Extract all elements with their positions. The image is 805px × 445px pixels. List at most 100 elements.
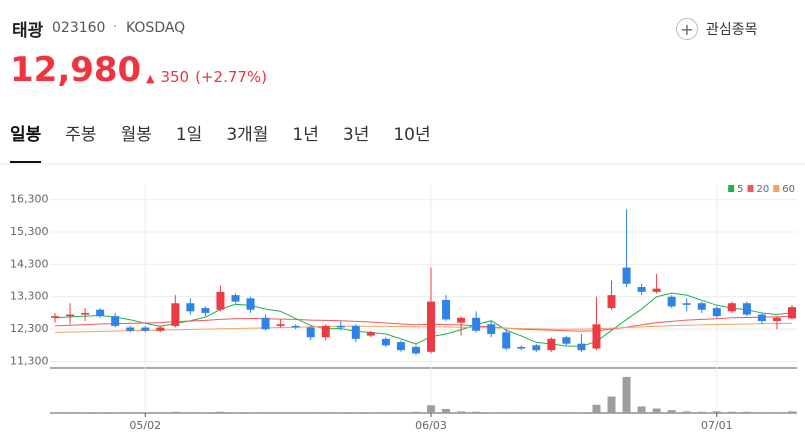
candle-body (96, 309, 105, 317)
volume-bar (652, 408, 661, 413)
change: ▲ 350 (+2.77%) (146, 68, 267, 86)
volume-bar (697, 411, 706, 413)
candle-body (442, 299, 451, 320)
stock-name: 태광 (12, 21, 44, 41)
y-tick-label: 12,300 (10, 322, 49, 335)
candle-body (562, 337, 571, 344)
volume-bar (727, 411, 736, 413)
tabs: 일봉 주봉 월봉 1일 3개월 1년 3년 10년 (10, 120, 455, 163)
volume-bar (562, 412, 571, 413)
market: KOSDAQ (126, 20, 186, 36)
volume-bar (427, 405, 436, 413)
y-tick-label: 11,300 (10, 355, 49, 368)
volume-bar (788, 411, 796, 413)
volume-bar (336, 412, 345, 413)
candle-body (246, 298, 255, 310)
candle-body (51, 316, 59, 318)
candle-body (411, 346, 420, 354)
candle-body (351, 325, 360, 339)
candle-body (381, 338, 390, 346)
volume-bar (276, 412, 285, 413)
candle-body (712, 308, 721, 317)
candle-body (396, 342, 405, 351)
tab[interactable]: 1일 (175, 125, 203, 145)
candle-body (697, 303, 706, 310)
volume-bar (396, 412, 405, 413)
tab[interactable]: 1년 (292, 125, 319, 145)
volume-bar (532, 412, 541, 413)
candle-body (487, 324, 496, 334)
candle-body (607, 295, 616, 309)
candle-body (532, 345, 541, 351)
y-tick-label: 16,300 (10, 193, 49, 206)
legend-swatch (747, 185, 754, 192)
candle-body (667, 296, 676, 307)
price: 12,980 (10, 50, 142, 90)
candle-body (727, 303, 736, 312)
legend-label: 5 (737, 184, 743, 195)
tab[interactable]: 일봉 (10, 120, 42, 163)
candle-body (547, 338, 556, 351)
volume-bar (457, 411, 466, 413)
candle-body (577, 343, 586, 351)
volume-bar (742, 411, 751, 413)
candle-body (321, 325, 330, 338)
candle-body (306, 327, 315, 338)
change-value: 350 (160, 68, 190, 86)
volume-bar (366, 412, 375, 413)
volume-bar (772, 412, 781, 413)
candle-body (276, 324, 285, 326)
volume-bar (231, 412, 240, 413)
volume-bar (261, 412, 270, 413)
candle-body (472, 317, 481, 331)
tab[interactable]: 10년 (393, 125, 431, 145)
tab[interactable]: 월봉 (120, 125, 152, 145)
volume-bar (577, 412, 586, 413)
volume-bar (51, 412, 59, 413)
change-arrow: ▲ (146, 72, 155, 85)
candle-body (261, 317, 270, 330)
volume-bar (517, 412, 526, 413)
candle-body (216, 291, 225, 310)
volume-bar (321, 412, 330, 413)
tab[interactable]: 주봉 (65, 125, 97, 145)
candle-body (502, 332, 511, 349)
legend-swatch (728, 185, 735, 192)
volume-bar (96, 412, 105, 413)
candle-body (231, 295, 240, 302)
volume-bar (622, 376, 631, 413)
candle-body (772, 317, 781, 322)
volume-bar (592, 404, 601, 413)
candle-body (637, 287, 646, 292)
volume-bar (156, 412, 165, 413)
moving-average (54, 322, 793, 333)
volume-bar (411, 411, 420, 413)
legend-label: 20 (757, 184, 770, 195)
candle-body (141, 327, 150, 331)
volume-bar (201, 412, 210, 413)
x-tick-label: 05/02 (129, 419, 161, 432)
candle-body (156, 327, 165, 331)
x-tick-label: 06/03 (415, 419, 447, 432)
volume-bar (757, 412, 766, 413)
candle-body (652, 288, 661, 292)
volume-bar (667, 410, 676, 413)
volume-bar (712, 411, 721, 413)
volume-bar (111, 412, 120, 413)
volume-bar (186, 412, 195, 413)
y-tick-label: 13,300 (10, 290, 49, 303)
volume-bar (66, 412, 75, 413)
watch-button[interactable]: + 관심종목 (676, 15, 758, 43)
volume-bar (351, 412, 360, 413)
separator: · (113, 19, 118, 35)
candle-body (742, 303, 751, 315)
volume-bar (141, 412, 150, 413)
tab[interactable]: 3개월 (226, 125, 269, 145)
volume-bar (637, 406, 646, 413)
moving-average (54, 292, 793, 347)
candle-body (171, 303, 180, 326)
candle-body (457, 317, 466, 323)
candle-body (336, 325, 345, 328)
y-tick-label: 15,300 (10, 225, 49, 238)
tab[interactable]: 3년 (342, 125, 370, 145)
